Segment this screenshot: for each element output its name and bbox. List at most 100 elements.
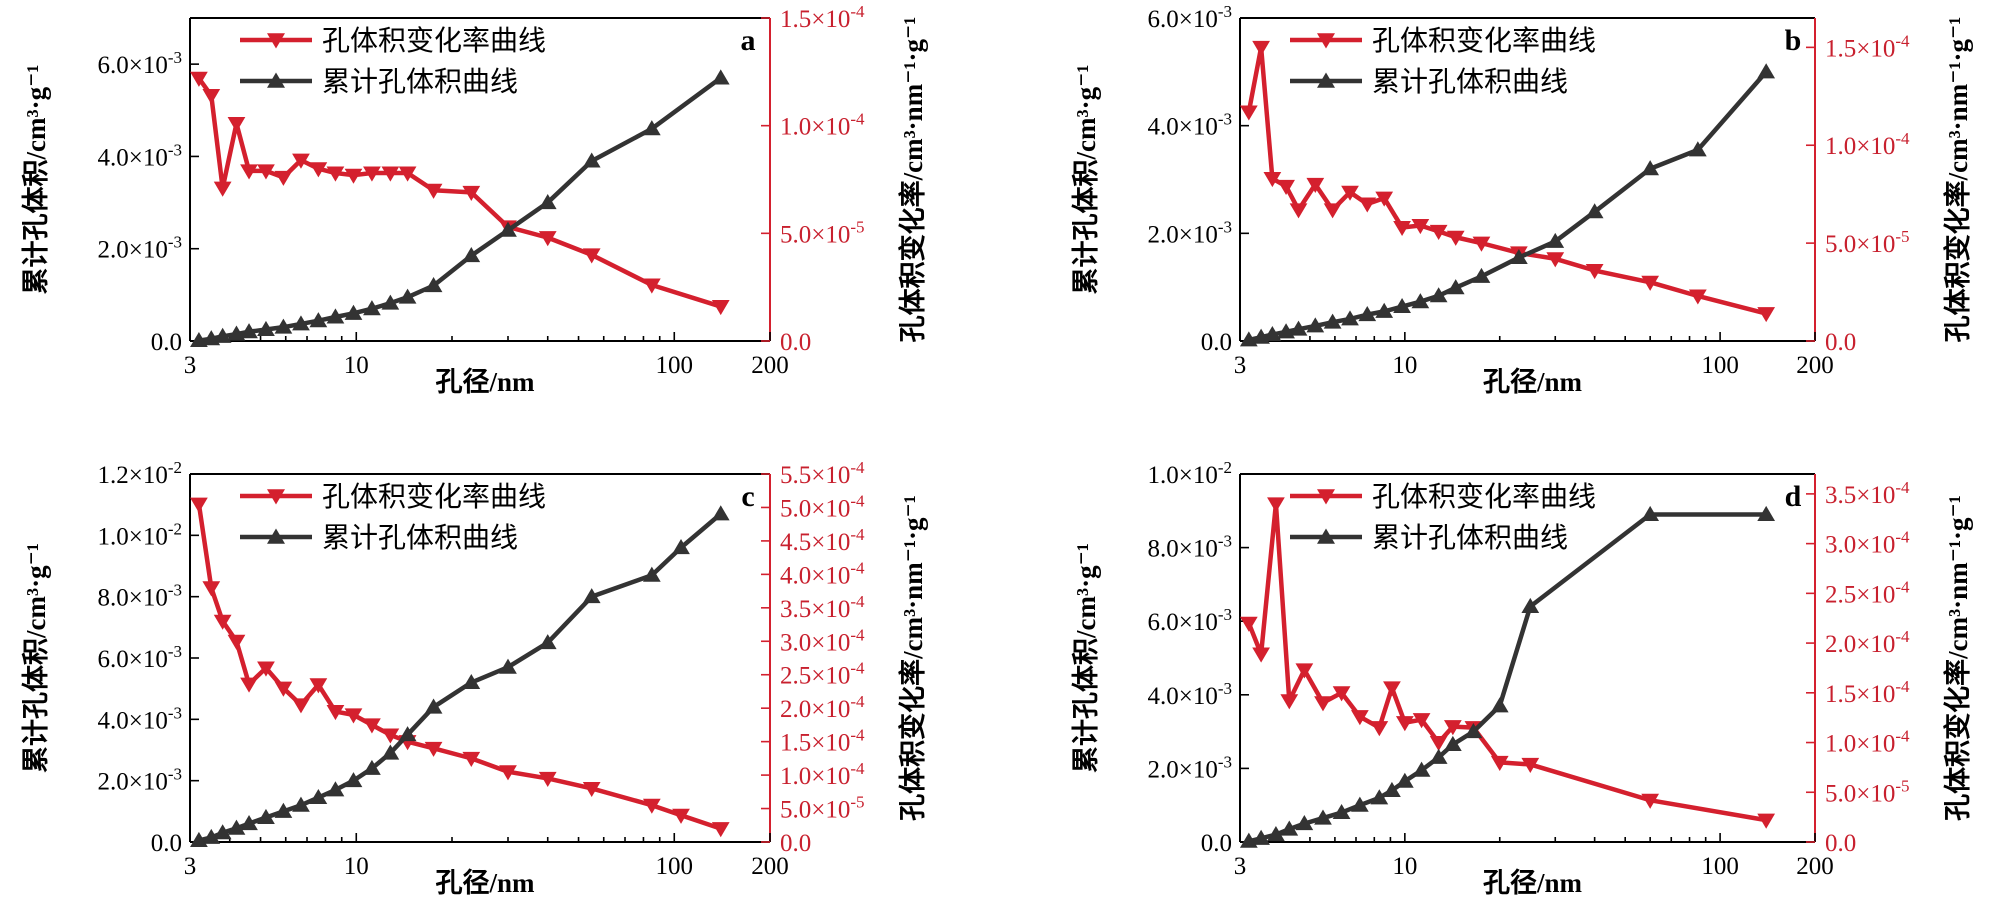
y-left-tick-label: 8.0×10-3	[1147, 532, 1232, 563]
data-point-rate	[1688, 289, 1707, 305]
data-point-cumulative	[582, 588, 601, 604]
data-point-rate	[1358, 197, 1377, 213]
data-point-rate	[1383, 681, 1401, 697]
data-point-rate	[1277, 179, 1295, 195]
data-point-rate	[462, 751, 481, 767]
data-point-cumulative	[1688, 141, 1707, 157]
data-point-rate	[1446, 230, 1465, 246]
data-point-cumulative	[381, 744, 400, 760]
y-right-tick-label: 3.0×10-4	[1825, 528, 1910, 559]
data-point-cumulative	[398, 288, 417, 304]
data-point-cumulative	[257, 808, 275, 824]
y-right-tick-label: 3.5×10-4	[780, 592, 865, 623]
y-left-tick-label: 2.0×10-3	[1147, 752, 1232, 783]
data-point-cumulative	[363, 300, 381, 316]
data-point-rate	[344, 168, 363, 184]
y-left-tick-label: 6.0×10-3	[1147, 605, 1232, 636]
y-right-axis-title: 孔体积变化率/cm³·nm⁻¹·g⁻¹	[897, 17, 928, 343]
panel-label: c	[741, 480, 754, 513]
data-point-cumulative	[462, 247, 481, 263]
data-point-rate	[381, 728, 400, 744]
data-point-cumulative	[1341, 310, 1359, 326]
data-point-cumulative	[1546, 232, 1565, 248]
series-line-cumulative	[198, 512, 723, 843]
x-axis-title: 孔径/nm	[435, 868, 535, 898]
data-point-rate	[1443, 720, 1462, 736]
x-tick-label: 100	[656, 853, 694, 880]
data-point-cumulative	[240, 323, 258, 339]
data-point-rate	[1395, 716, 1414, 732]
data-point-rate	[326, 166, 345, 182]
data-point-rate	[1263, 172, 1282, 188]
data-point-cumulative	[1263, 325, 1282, 342]
data-point-cumulative	[274, 318, 293, 334]
y-left-tick-label: 6.0×10-3	[1147, 2, 1232, 33]
data-point-rate	[227, 117, 246, 133]
data-point-rate	[1546, 252, 1565, 268]
y-left-tick-label: 1.2×10-2	[97, 458, 182, 489]
data-point-cumulative	[642, 120, 661, 136]
legend-label: 孔体积变化率曲线	[1372, 25, 1596, 57]
data-point-rate	[1641, 793, 1660, 809]
data-point-cumulative	[462, 673, 481, 690]
y-right-tick-label: 1.5×10-4	[780, 2, 865, 33]
data-point-cumulative	[363, 759, 381, 775]
y-right-tick-label: 5.0×10-5	[780, 217, 865, 248]
legend-label: 孔体积变化率曲线	[322, 481, 546, 513]
x-tick-label: 10	[1392, 853, 1417, 880]
y-right-tick-label: 5.5×10-4	[780, 458, 865, 489]
data-point-cumulative	[257, 320, 275, 336]
data-point-rate	[1252, 647, 1270, 663]
legend-label: 累计孔体积曲线	[1372, 66, 1568, 98]
legend-marker	[1317, 33, 1335, 49]
y-left-tick-label: 4.0×10-3	[97, 140, 182, 171]
y-left-axis-title: 累计孔体积/cm³·g⁻¹	[1071, 65, 1101, 295]
data-point-cumulative	[711, 69, 730, 85]
data-point-rate	[1289, 203, 1308, 219]
data-point-cumulative	[1395, 772, 1414, 788]
data-point-rate	[213, 614, 232, 630]
data-point-cumulative	[642, 566, 661, 582]
y-right-axis-title: 孔体积变化率/cm³·nm⁻¹·g⁻¹	[1942, 495, 1973, 821]
data-point-rate	[1252, 40, 1270, 56]
y-left-tick-label: 4.0×10-3	[1147, 110, 1232, 141]
data-point-cumulative	[1280, 820, 1299, 836]
y-right-tick-label: 1.5×10-4	[1825, 31, 1910, 62]
data-point-cumulative	[398, 726, 417, 742]
y-left-tick-label: 0.0	[1201, 830, 1232, 857]
data-point-rate	[1429, 736, 1448, 752]
data-point-cumulative	[381, 294, 400, 310]
y-right-tick-label: 2.0×10-4	[1825, 627, 1910, 658]
data-point-rate	[202, 581, 221, 597]
data-point-cumulative	[292, 315, 310, 331]
y-left-tick-label: 0.0	[151, 830, 182, 857]
data-point-rate	[642, 798, 661, 814]
legend-label: 累计孔体积曲线	[322, 66, 518, 98]
data-point-cumulative	[202, 828, 221, 844]
data-point-rate	[1429, 224, 1448, 240]
y-left-tick-label: 1.0×10-2	[1147, 458, 1232, 489]
panel-label: b	[1785, 24, 1802, 57]
y-left-tick-label: 4.0×10-3	[97, 703, 182, 734]
panel-label: a	[741, 24, 756, 57]
data-point-cumulative	[1411, 293, 1430, 309]
data-point-cumulative	[274, 802, 293, 818]
y-right-tick-label: 1.0×10-4	[1825, 727, 1910, 758]
data-point-rate	[1314, 696, 1332, 712]
x-tick-label: 200	[751, 352, 789, 379]
y-right-tick-label: 4.0×10-4	[780, 558, 865, 589]
data-point-cumulative	[1510, 248, 1528, 265]
legend-label: 累计孔体积曲线	[322, 522, 518, 554]
y-right-axis-title: 孔体积变化率/cm³·nm⁻¹·g⁻¹	[897, 495, 928, 821]
y-right-tick-label: 0.0	[780, 830, 811, 857]
data-point-cumulative	[309, 788, 328, 805]
data-point-rate	[582, 248, 601, 264]
data-point-cumulative	[213, 327, 232, 343]
data-point-rate	[344, 708, 363, 724]
data-point-cumulative	[1332, 803, 1351, 820]
y-left-tick-label: 2.0×10-3	[1147, 217, 1232, 248]
data-point-rate	[1370, 721, 1389, 737]
data-point-cumulative	[1314, 809, 1332, 825]
y-right-axis-title: 孔体积变化率/cm³·nm⁻¹·g⁻¹	[1942, 17, 1973, 343]
legend-marker	[267, 72, 285, 88]
